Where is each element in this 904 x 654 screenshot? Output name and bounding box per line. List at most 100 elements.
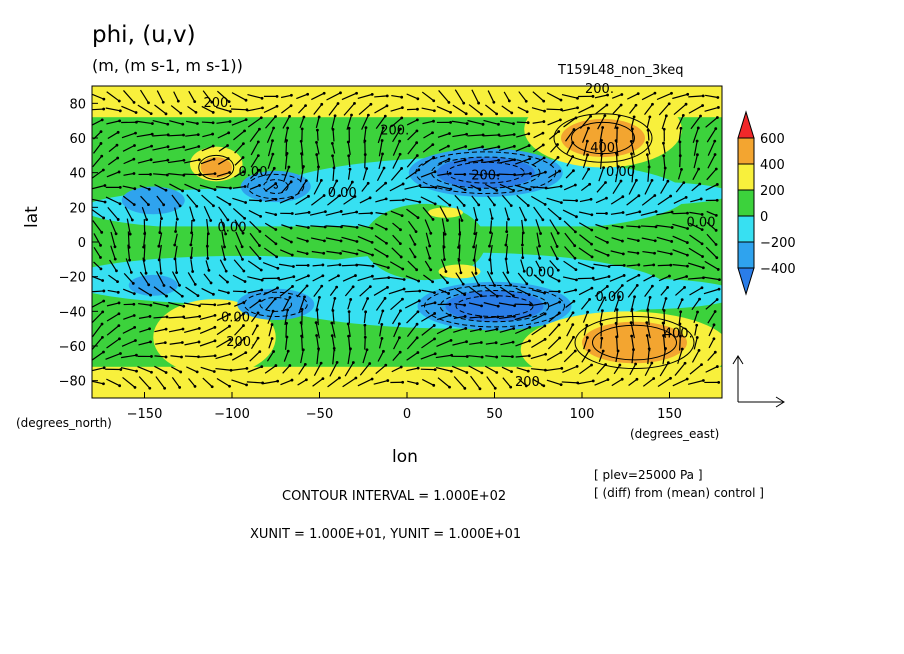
wind-vector-head [228,324,231,328]
wind-vector [647,309,650,326]
wind-vector-head [678,334,682,338]
contour-label: 0.00 [221,311,250,326]
wind-vector [155,376,166,389]
wind-vector [656,211,673,216]
wind-vector-head [478,387,482,391]
wind-vector-head [314,321,318,324]
wind-vector-head [603,296,607,300]
wind-vector [504,207,510,220]
wind-vector-head [210,385,214,389]
wind-vector-head [166,122,170,126]
wind-vector-head [212,157,216,161]
wind-vector [372,277,389,280]
wind-vector-head [495,294,499,298]
wind-vector [420,302,436,307]
wind-vector-head [315,308,319,312]
wind-vector-head [245,383,248,387]
wind-vector [231,108,247,111]
wind-vector-head [242,324,245,327]
wind-vector [593,263,610,268]
wind-vector [406,367,419,372]
wind-vector [454,303,465,306]
wind-vector [673,275,687,281]
wind-vector [631,309,634,326]
wind-vector-head [195,204,199,208]
wind-vector [692,168,700,181]
wind-vector-head [258,299,262,303]
wind-vector [663,155,666,168]
wind-vector-head [190,231,194,235]
x-tick-label: 50 [486,407,503,422]
wind-vector [473,257,477,274]
wind-vector [313,285,323,297]
wind-vector-head [528,325,532,329]
wind-vector-head [397,322,401,326]
wind-vector [279,249,293,256]
contour-label: 0.00 [239,165,268,180]
wind-vector [615,323,619,338]
wind-vector [297,379,307,386]
wind-vector-head [386,266,390,270]
wind-vector-head [591,276,595,280]
wind-vector-head [575,364,579,368]
colorbar-segment [737,137,755,165]
wind-vector-head [271,139,274,143]
wind-vector [597,115,606,130]
wind-vector-head [368,285,372,289]
wind-vector-head [544,352,548,356]
wind-vector-head [512,327,516,330]
wind-vector-head [416,310,420,314]
wind-vector-head [369,102,373,106]
wind-vector-head [229,352,233,356]
wind-vector-head [556,268,560,272]
wind-vector-head [464,145,468,148]
wind-vector-head [714,127,718,131]
wind-vector-head [574,230,577,234]
wind-vector-head [347,310,351,314]
wind-vector-head [209,219,213,222]
wind-vector [246,381,263,384]
wind-vector-head [223,245,226,249]
wind-vector-head [179,370,183,374]
wind-vector [106,313,120,322]
wind-vector [232,207,246,219]
wind-vector [378,140,383,157]
wind-vector [92,290,104,293]
wind-vector [231,367,247,371]
wind-vector [109,218,117,234]
wind-vector [691,298,701,311]
wind-vector [311,250,324,254]
wind-vector [216,325,230,336]
wind-vector-head [413,242,417,246]
wind-vector [425,232,431,247]
wind-vector-head [117,312,121,316]
wind-vector-head [477,101,481,105]
wind-vector-head [622,274,626,277]
wind-vector [266,168,275,181]
wind-vector [168,328,184,333]
wind-vector [186,366,198,373]
wind-vector [190,259,194,272]
wind-vector [705,94,718,99]
wind-vector [531,325,546,336]
wind-vector-head [431,280,435,284]
wind-vector-head [243,129,246,133]
wind-vector [693,154,698,169]
wind-vector-head [539,232,542,235]
wind-vector [422,144,434,153]
x-tick-label: 100 [570,407,595,422]
wind-vector-head [242,301,246,304]
wind-vector-head [670,240,674,243]
wind-vector [250,155,259,168]
wind-vector-head [542,156,546,160]
wind-vector-head [289,104,293,108]
wind-vector [295,275,309,282]
wind-vector [138,315,151,319]
wind-vector-head [317,115,321,119]
wind-vector-head [383,114,387,118]
wind-vector-head [589,197,593,201]
wind-vector [688,95,704,98]
wind-vector-head [102,216,106,220]
wind-vector [672,223,688,230]
wind-vector [518,378,527,387]
